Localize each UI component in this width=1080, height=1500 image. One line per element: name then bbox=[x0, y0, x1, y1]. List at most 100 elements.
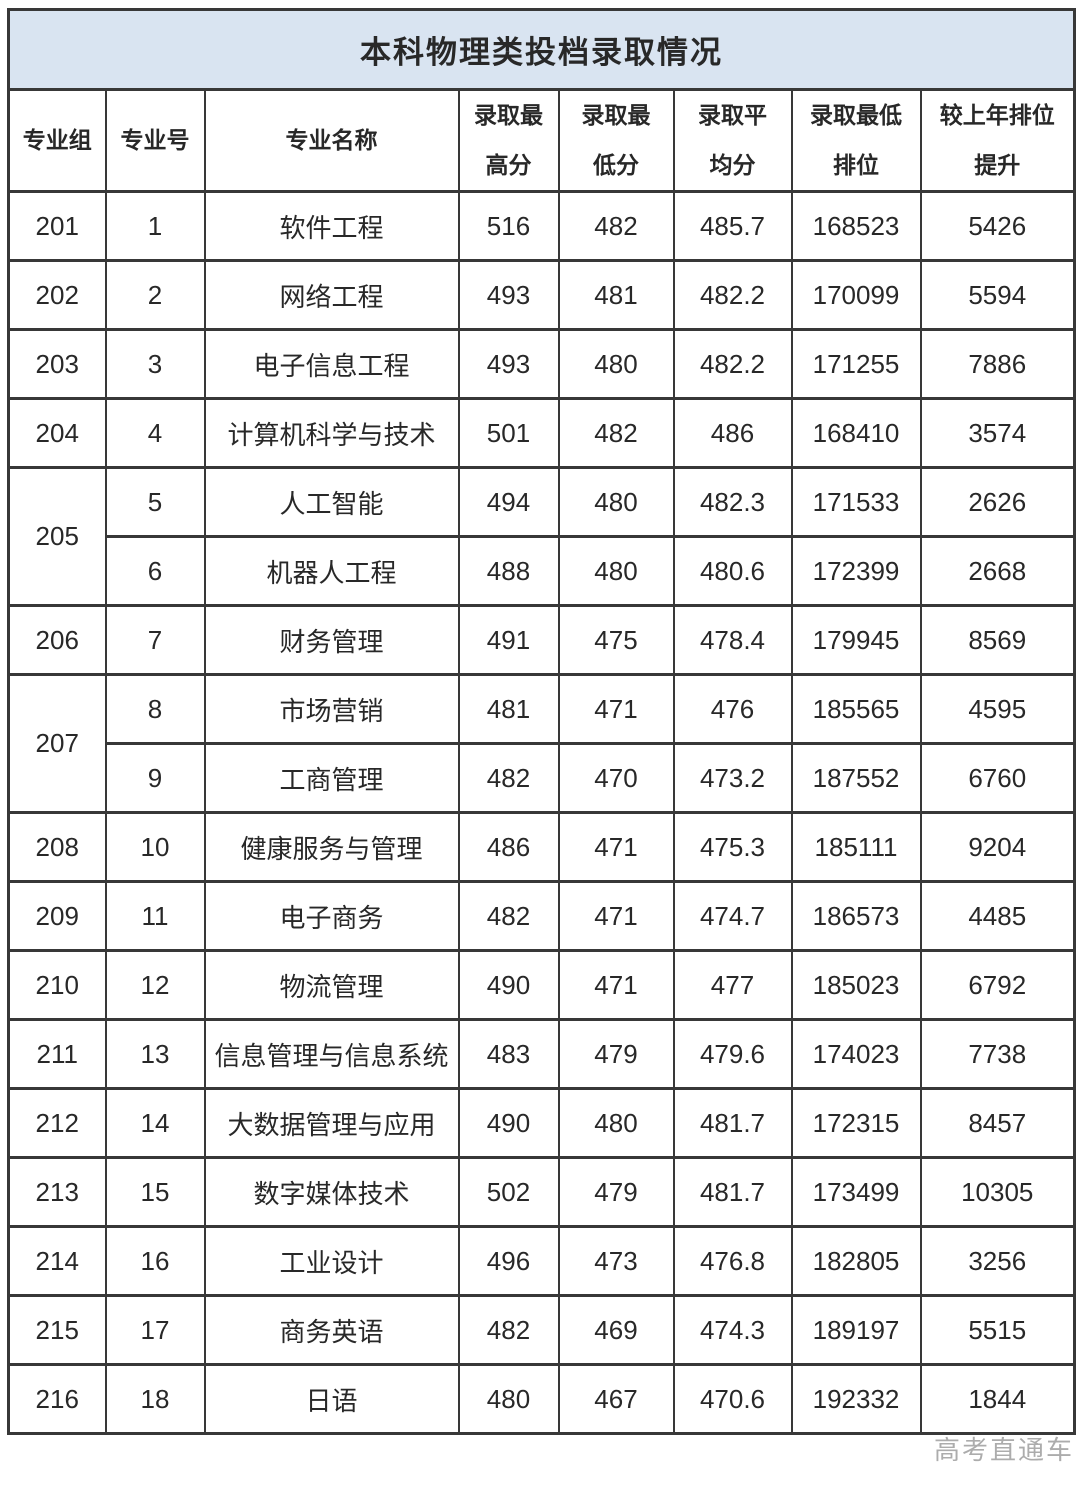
min-rank-cell: 170099 bbox=[790, 259, 922, 331]
group-cell: 212 bbox=[7, 1087, 107, 1159]
column-header-rank-gain: 较上年排位 提升 bbox=[919, 88, 1076, 193]
table-row: 215 17 商务英语 482 469 474.3 189197 5515 bbox=[7, 1294, 1076, 1366]
group-cell: 205 bbox=[7, 466, 107, 607]
table-row: 210 12 物流管理 490 471 477 185023 6792 bbox=[7, 949, 1076, 1021]
avg-score-cell: 482.2 bbox=[672, 328, 793, 400]
avg-score-cell: 477 bbox=[672, 949, 793, 1021]
min-rank-cell: 172399 bbox=[790, 535, 922, 607]
group-cell: 201 bbox=[7, 190, 107, 262]
min-rank-cell: 186573 bbox=[790, 880, 922, 952]
max-score-cell: 482 bbox=[457, 1294, 560, 1366]
rank-gain-cell: 8569 bbox=[919, 604, 1076, 676]
group-cell: 206 bbox=[7, 604, 107, 676]
avg-score-cell: 481.7 bbox=[672, 1156, 793, 1228]
max-score-cell: 496 bbox=[457, 1225, 560, 1297]
rank-gain-cell: 5426 bbox=[919, 190, 1076, 262]
min-rank-cell: 172315 bbox=[790, 1087, 922, 1159]
min-score-cell: 480 bbox=[557, 328, 675, 400]
table-body: 201 1 软件工程 516 482 485.7 168523 5426 202 2 网络工程 493… bbox=[7, 190, 1076, 1435]
table-head: 本科物理类投档录取情况 专业组 专业号 专业名称 录取最 高分 录取最 低分 录取平 均分 录取最… bbox=[7, 8, 1076, 193]
max-score-cell: 490 bbox=[457, 949, 560, 1021]
major-no-cell: 2 bbox=[104, 259, 206, 331]
group-cell: 210 bbox=[7, 949, 107, 1021]
column-header-min-rank: 录取最低 排位 bbox=[790, 88, 922, 193]
major-no-cell: 5 bbox=[104, 466, 206, 538]
major-name-cell: 人工智能 bbox=[203, 466, 460, 538]
avg-score-cell: 474.3 bbox=[672, 1294, 793, 1366]
min-score-cell: 479 bbox=[557, 1156, 675, 1228]
rank-gain-cell: 6792 bbox=[919, 949, 1076, 1021]
min-rank-cell: 171533 bbox=[790, 466, 922, 538]
avg-score-cell: 479.6 bbox=[672, 1018, 793, 1090]
min-score-cell: 471 bbox=[557, 673, 675, 745]
max-score-cell: 501 bbox=[457, 397, 560, 469]
major-no-cell: 8 bbox=[104, 673, 206, 745]
rank-gain-cell: 3256 bbox=[919, 1225, 1076, 1297]
table-row: 206 7 财务管理 491 475 478.4 179945 8569 bbox=[7, 604, 1076, 676]
column-header-avg-score: 录取平 均分 bbox=[672, 88, 793, 193]
max-score-cell: 494 bbox=[457, 466, 560, 538]
major-no-cell: 14 bbox=[104, 1087, 206, 1159]
max-score-cell: 488 bbox=[457, 535, 560, 607]
rank-gain-cell: 6760 bbox=[919, 742, 1076, 814]
min-rank-cell: 179945 bbox=[790, 604, 922, 676]
table-row: 208 10 健康服务与管理 486 471 475.3 185111 9204 bbox=[7, 811, 1076, 883]
major-no-cell: 10 bbox=[104, 811, 206, 883]
max-score-cell: 483 bbox=[457, 1018, 560, 1090]
min-score-cell: 471 bbox=[557, 949, 675, 1021]
major-no-cell: 18 bbox=[104, 1363, 206, 1435]
title-row: 本科物理类投档录取情况 bbox=[7, 8, 1076, 91]
rank-gain-cell: 2668 bbox=[919, 535, 1076, 607]
table-row: 212 14 大数据管理与应用 490 480 481.7 172315 8457 bbox=[7, 1087, 1076, 1159]
avg-score-cell: 476.8 bbox=[672, 1225, 793, 1297]
table-row: 216 18 日语 480 467 470.6 192332 1844 bbox=[7, 1363, 1076, 1435]
column-header-min-score: 录取最 低分 bbox=[557, 88, 675, 193]
group-cell: 213 bbox=[7, 1156, 107, 1228]
avg-score-cell: 486 bbox=[672, 397, 793, 469]
min-rank-cell: 168410 bbox=[790, 397, 922, 469]
major-no-cell: 3 bbox=[104, 328, 206, 400]
admissions-table: 本科物理类投档录取情况 专业组 专业号 专业名称 录取最 高分 录取最 低分 录取平 均分 录取最… bbox=[7, 8, 1076, 1435]
major-name-cell: 工商管理 bbox=[203, 742, 460, 814]
avg-score-cell: 482.2 bbox=[672, 259, 793, 331]
avg-score-cell: 481.7 bbox=[672, 1087, 793, 1159]
major-name-cell: 网络工程 bbox=[203, 259, 460, 331]
column-header-group: 专业组 bbox=[7, 88, 107, 193]
major-name-cell: 机器人工程 bbox=[203, 535, 460, 607]
max-score-cell: 493 bbox=[457, 259, 560, 331]
avg-score-cell: 476 bbox=[672, 673, 793, 745]
avg-score-cell: 475.3 bbox=[672, 811, 793, 883]
min-score-cell: 471 bbox=[557, 811, 675, 883]
group-cell: 216 bbox=[7, 1363, 107, 1435]
min-rank-cell: 185111 bbox=[790, 811, 922, 883]
column-header-major-no: 专业号 bbox=[104, 88, 206, 193]
major-name-cell: 市场营销 bbox=[203, 673, 460, 745]
group-cell: 207 bbox=[7, 673, 107, 814]
table-row: 205 5 人工智能 494 480 482.3 171533 2626 bbox=[7, 466, 1076, 607]
major-no-cell: 1 bbox=[104, 190, 206, 262]
rank-gain-cell: 3574 bbox=[919, 397, 1076, 469]
max-score-cell: 502 bbox=[457, 1156, 560, 1228]
major-no-cell: 4 bbox=[104, 397, 206, 469]
avg-score-cell: 470.6 bbox=[672, 1363, 793, 1435]
major-no-cell: 7 bbox=[104, 604, 206, 676]
min-score-cell: 470 bbox=[557, 742, 675, 814]
major-name-cell: 信息管理与信息系统 bbox=[203, 1018, 460, 1090]
avg-score-cell: 485.7 bbox=[672, 190, 793, 262]
min-rank-cell: 189197 bbox=[790, 1294, 922, 1366]
min-score-cell: 480 bbox=[557, 1087, 675, 1159]
major-name-cell: 数字媒体技术 bbox=[203, 1156, 460, 1228]
major-no-cell: 15 bbox=[104, 1156, 206, 1228]
major-no-cell: 9 bbox=[104, 742, 206, 814]
column-header-major-name: 专业名称 bbox=[203, 88, 460, 193]
table-row: 6 机器人工程 488 480 480.6 172399 2668 bbox=[9, 535, 1076, 607]
min-score-cell: 480 bbox=[557, 535, 675, 607]
max-score-cell: 486 bbox=[457, 811, 560, 883]
min-score-cell: 469 bbox=[557, 1294, 675, 1366]
rank-gain-cell: 5594 bbox=[919, 259, 1076, 331]
max-score-cell: 493 bbox=[457, 328, 560, 400]
group-cell: 209 bbox=[7, 880, 107, 952]
rank-gain-cell: 9204 bbox=[919, 811, 1076, 883]
min-score-cell: 475 bbox=[557, 604, 675, 676]
